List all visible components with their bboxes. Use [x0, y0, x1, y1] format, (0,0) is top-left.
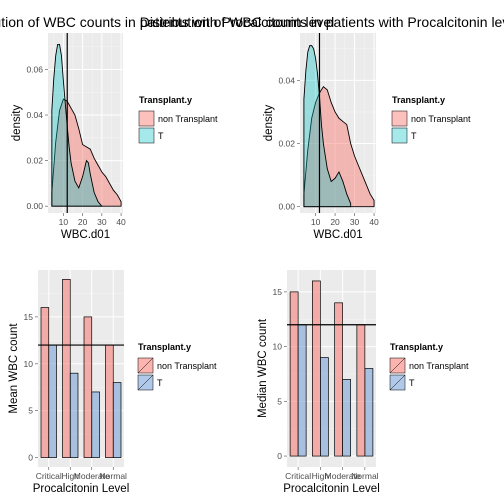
- x-tick-label: 40: [369, 217, 379, 227]
- x-axis-label: Procalcitonin Level: [33, 483, 130, 495]
- legend-label: non Transplant: [157, 361, 217, 371]
- y-tick-label: 0.00: [278, 202, 295, 212]
- x-tick-label: 30: [350, 217, 360, 227]
- bar-t-moderate: [91, 391, 100, 458]
- x-tick-label: High: [62, 471, 80, 481]
- y-axis-label: Median WBC count: [257, 318, 269, 418]
- x-tick-label: Moderate: [74, 471, 110, 481]
- y-tick-label: 0.04: [26, 110, 43, 120]
- y-tick-label: 0.06: [26, 64, 43, 74]
- x-tick-label: Normal: [351, 471, 379, 481]
- bar-non-transplant-moderate: [334, 302, 343, 457]
- legend-key-slash: [137, 374, 154, 391]
- legend-title: Transplant.y: [390, 342, 443, 352]
- y-tick-label: 0.00: [26, 201, 43, 211]
- legend-label: T: [157, 378, 163, 388]
- y-tick-label: 0: [277, 451, 282, 461]
- y-axis-label: density: [11, 105, 23, 142]
- bar-t-normal: [364, 368, 374, 457]
- legend: Transplant.y non Transplant T: [137, 342, 217, 391]
- y-tick-label: 10: [273, 342, 283, 352]
- bar-non-transplant-critical: [289, 291, 299, 457]
- legend-label: non Transplant: [158, 114, 218, 124]
- legend-key-slash: [389, 357, 406, 374]
- legend: Transplant.y non Transplant T: [389, 342, 469, 391]
- bar-non-transplant-high: [312, 280, 321, 457]
- x-axis-label: WBC.d01: [61, 229, 110, 241]
- legend-label: T: [158, 131, 164, 141]
- y-tick-label: 0.02: [26, 156, 43, 166]
- bar-t-moderate: [342, 379, 351, 457]
- legend-key: [391, 110, 408, 127]
- legend-key: [391, 127, 408, 144]
- legend: Transplant.y non Transplant T: [391, 95, 471, 144]
- y-tick-label: 5: [28, 406, 33, 416]
- legend-title: Transplant.y: [392, 95, 445, 105]
- bar-t-critical: [48, 344, 57, 458]
- y-tick-label: 5: [277, 396, 282, 406]
- y-tick-label: 0.04: [278, 75, 295, 85]
- y-tick-label: 0: [28, 453, 33, 463]
- legend: Transplant.y non Transplant T: [138, 95, 218, 144]
- x-tick-label: 30: [97, 217, 107, 227]
- bar-t-critical: [297, 324, 307, 457]
- legend-key: [138, 127, 155, 144]
- plot-panel: [300, 33, 376, 213]
- x-tick-label: Moderate: [325, 471, 361, 481]
- x-tick-label: 20: [330, 217, 340, 227]
- bar-non-transplant-high: [62, 279, 71, 458]
- legend-title: Transplant.y: [138, 342, 191, 352]
- x-tick-label: Normal: [100, 471, 128, 481]
- density-area-non-transplant: [303, 86, 375, 208]
- y-axis-label: Mean WBC count: [8, 323, 20, 414]
- bar-non-transplant-normal: [105, 344, 114, 458]
- x-tick-label: 20: [78, 217, 88, 227]
- x-tick-label: High: [312, 471, 330, 481]
- bar-non-transplant-normal: [356, 324, 366, 457]
- y-axis-label: density: [263, 105, 275, 142]
- density-chart: 0.00 0.02 0.04 10 20 30 40 WBC.d01 density Transp…: [263, 33, 471, 241]
- y-tick-label: 15: [273, 287, 283, 297]
- bar-t-normal: [112, 382, 122, 458]
- bar-t-high: [320, 357, 329, 457]
- y-tick-label: 10: [24, 359, 34, 369]
- plot-panel: [48, 33, 123, 213]
- legend-label: non Transplant: [409, 361, 469, 371]
- legend-label: non Transplant: [411, 114, 471, 124]
- x-tick-label: 40: [116, 217, 126, 227]
- x-tick-label: Critical: [285, 471, 311, 481]
- legend-label: T: [409, 378, 415, 388]
- y-tick-label: 0.02: [278, 139, 295, 149]
- x-tick-label: 10: [59, 217, 69, 227]
- bar-t-high: [69, 372, 79, 458]
- bar-non-transplant-critical: [40, 307, 50, 458]
- chart-title: Distribution of WBC counts in patients w…: [0, 14, 334, 30]
- x-axis-label: WBC.d01: [313, 229, 362, 241]
- x-tick-label: Critical: [36, 471, 62, 481]
- x-axis-label: Procalcitonin Level: [283, 483, 380, 495]
- density-area-t: [303, 45, 352, 208]
- legend-title: Transplant.y: [139, 95, 192, 105]
- density-chart: 0.00 0.02 0.04 0.06 10 20 30 40 WBC.d01 density Tr…: [11, 33, 218, 241]
- legend-key: [138, 110, 155, 127]
- density-area-t: [51, 43, 103, 207]
- legend-key-slash: [137, 357, 154, 374]
- density-area-non-transplant: [51, 98, 122, 207]
- legend-label: T: [411, 131, 417, 141]
- y-tick-label: 15: [24, 312, 34, 322]
- x-tick-label: 10: [311, 217, 321, 227]
- legend-key-slash: [389, 374, 406, 391]
- bar-non-transplant-moderate: [83, 316, 93, 458]
- chart-title: Distribution of WBC counts in patients w…: [140, 14, 504, 30]
